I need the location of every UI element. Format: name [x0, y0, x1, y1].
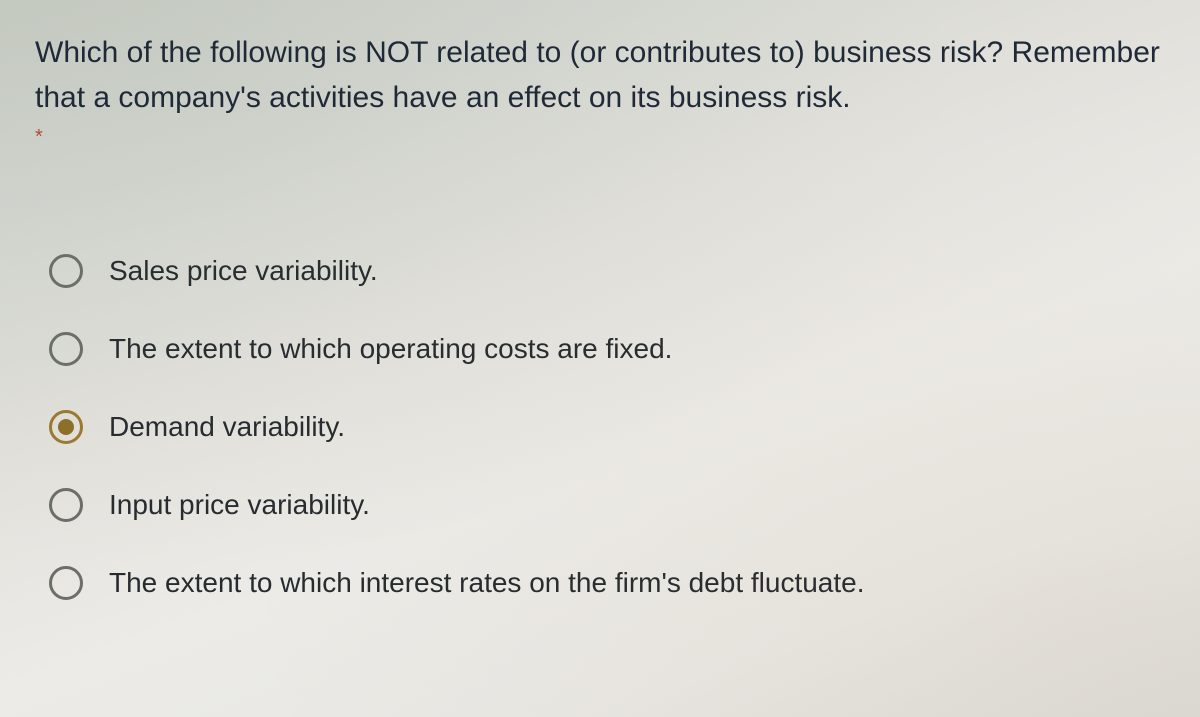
option-interest-rate-fluctuation[interactable]: The extent to which interest rates on th… — [49, 566, 1170, 600]
option-operating-costs-fixed[interactable]: The extent to which operating costs are … — [49, 332, 1170, 366]
option-label: The extent to which interest rates on th… — [109, 567, 865, 599]
options-group: Sales price variability. The extent to w… — [35, 254, 1170, 600]
question-text: Which of the following is NOT related to… — [35, 30, 1170, 120]
required-indicator: * — [35, 126, 1170, 149]
option-label: The extent to which operating costs are … — [109, 333, 672, 365]
option-sales-price-variability[interactable]: Sales price variability. — [49, 254, 1170, 288]
radio-icon — [49, 332, 83, 366]
radio-icon — [49, 566, 83, 600]
option-label: Sales price variability. — [109, 255, 378, 287]
option-input-price-variability[interactable]: Input price variability. — [49, 488, 1170, 522]
question-block: Which of the following is NOT related to… — [35, 30, 1170, 149]
radio-icon — [49, 410, 83, 444]
radio-icon — [49, 254, 83, 288]
radio-icon — [49, 488, 83, 522]
option-label: Demand variability. — [109, 411, 345, 443]
option-label: Input price variability. — [109, 489, 370, 521]
option-demand-variability[interactable]: Demand variability. — [49, 410, 1170, 444]
